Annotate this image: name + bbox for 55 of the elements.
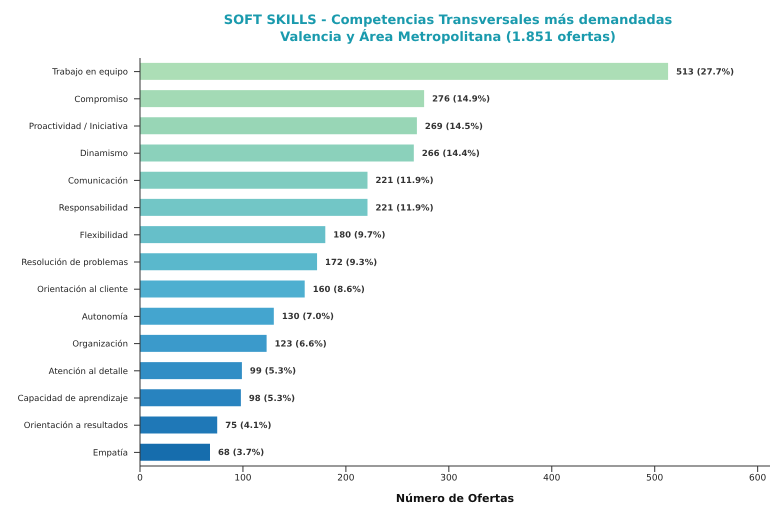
bar bbox=[140, 62, 668, 80]
y-tick-label: Empatía bbox=[92, 448, 128, 458]
chart-subtitle: Valencia y Área Metropolitana (1.851 ofertas) bbox=[279, 29, 617, 46]
y-tick-label: Organización bbox=[72, 340, 128, 350]
data-label: 266 (14.4%) bbox=[422, 148, 480, 159]
bar bbox=[140, 308, 274, 325]
bar bbox=[140, 198, 368, 216]
x-tick-label: 100 bbox=[234, 473, 252, 484]
y-tick-label: Flexibilidad bbox=[80, 230, 128, 241]
data-label: 68 (3.7%) bbox=[218, 448, 264, 458]
x-tick-label: 400 bbox=[543, 473, 561, 484]
x-tick-label: 300 bbox=[440, 473, 458, 484]
data-label: 130 (7.0%) bbox=[282, 312, 334, 322]
y-tick-label: Comunicación bbox=[68, 176, 128, 186]
x-tick-label: 0 bbox=[137, 473, 144, 484]
bar bbox=[140, 172, 368, 189]
y-tick-label: Compromiso bbox=[74, 94, 128, 105]
x-axis-title: Número de Ofertas bbox=[396, 492, 515, 505]
data-label: 123 (6.6%) bbox=[274, 339, 327, 350]
y-tick-label: Orientación a resultados bbox=[24, 421, 129, 432]
bar bbox=[140, 253, 318, 270]
data-label: 221 (11.9%) bbox=[376, 176, 434, 186]
data-label: 513 (27.7%) bbox=[676, 67, 734, 78]
y-tick-label: Resolución de problemas bbox=[21, 258, 129, 268]
data-label: 160 (8.6%) bbox=[312, 284, 365, 295]
bar bbox=[140, 226, 326, 244]
bar bbox=[140, 444, 210, 461]
y-tick-label: Capacidad de aprendizaje bbox=[18, 394, 128, 404]
y-tick-label: Autonomía bbox=[82, 312, 128, 322]
data-label: 75 (4.1%) bbox=[225, 420, 272, 431]
data-label: 269 (14.5%) bbox=[424, 122, 483, 132]
bar bbox=[140, 90, 424, 108]
bar bbox=[140, 117, 417, 134]
y-tick-label: Orientación al cliente bbox=[37, 285, 128, 296]
bar bbox=[140, 389, 241, 406]
data-label: 221 (11.9%) bbox=[376, 203, 434, 214]
bar bbox=[140, 334, 267, 352]
bar bbox=[140, 362, 242, 380]
y-tick-label: Atención al detalle bbox=[48, 366, 128, 377]
data-label: 180 (9.7%) bbox=[333, 230, 386, 241]
chart-title: SOFT SKILLS - Competencias Transversales más demandadas bbox=[222, 12, 674, 29]
bar bbox=[140, 280, 305, 298]
data-label: 99 (5.3%) bbox=[250, 366, 296, 377]
y-tick-label: Dinamismo bbox=[80, 149, 128, 160]
x-tick-label: 600 bbox=[749, 473, 767, 484]
x-tick-label: 500 bbox=[646, 473, 664, 484]
y-tick-label: Trabajo en equipo bbox=[51, 68, 128, 78]
bar bbox=[140, 416, 218, 434]
y-tick-label: Proactividad / Iniciativa bbox=[28, 122, 128, 132]
x-tick-label: 200 bbox=[337, 473, 355, 484]
data-label: 98 (5.3%) bbox=[248, 394, 296, 404]
data-label: 172 (9.3%) bbox=[325, 258, 378, 268]
y-tick-label: Responsabilidad bbox=[58, 204, 128, 214]
data-label: 276 (14.9%) bbox=[432, 94, 490, 105]
bar bbox=[140, 144, 414, 162]
